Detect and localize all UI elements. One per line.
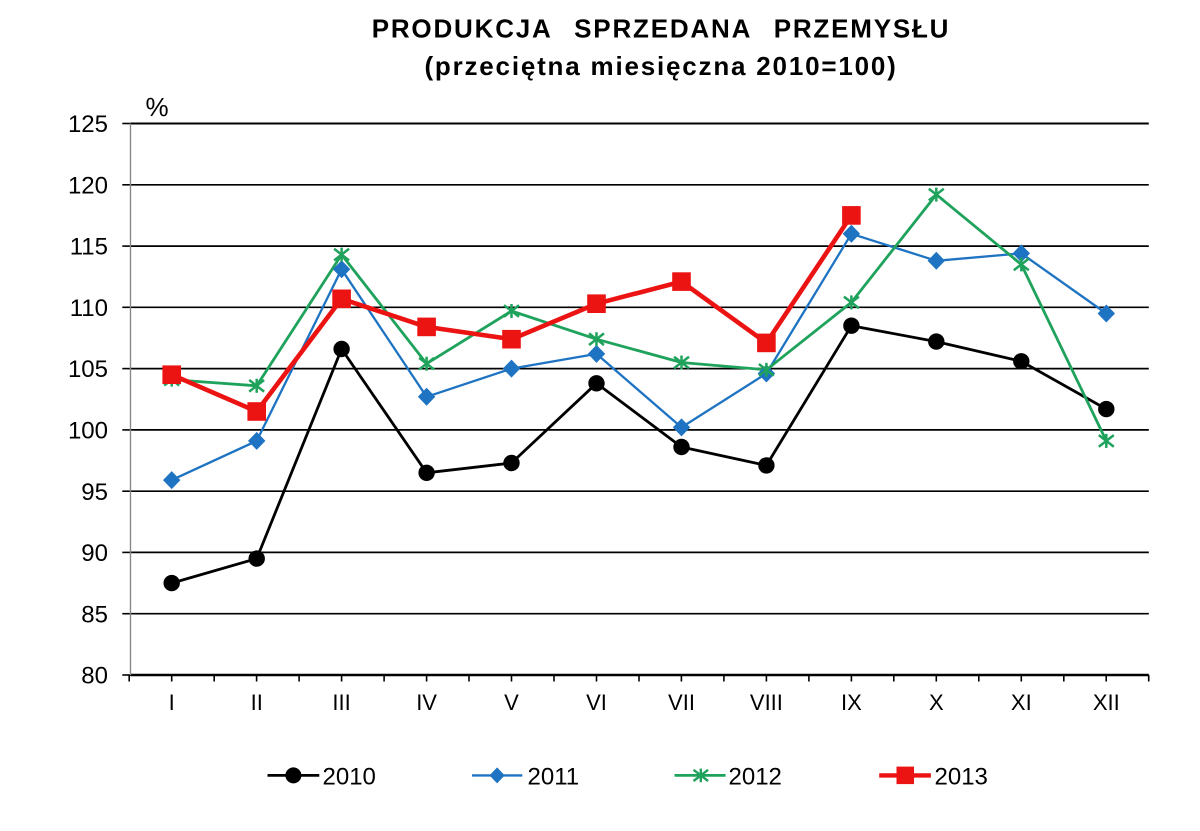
svg-text:IV: IV [416,690,437,715]
svg-text:105: 105 [68,356,108,383]
svg-text:PRODUKCJA SPRZEDANA PRZEMYSŁU: PRODUKCJA SPRZEDANA PRZEMYSŁU [372,14,951,44]
svg-text:2011: 2011 [528,764,580,791]
svg-text:80: 80 [81,663,108,690]
svg-text:120: 120 [68,172,108,199]
svg-text:X: X [929,690,944,715]
svg-text:V: V [504,690,519,715]
svg-text:IX: IX [841,690,862,715]
svg-text:2010: 2010 [323,764,376,791]
svg-text:%: % [146,92,169,122]
svg-text:III: III [332,690,350,715]
svg-text:115: 115 [70,234,108,261]
svg-text:90: 90 [81,540,108,567]
svg-text:125: 125 [68,111,108,138]
svg-text:XI: XI [1011,690,1032,715]
svg-text:XII: XII [1093,690,1120,715]
svg-text:VII: VII [668,690,695,715]
svg-text:95: 95 [81,479,108,506]
svg-text:(przeciętna miesięczna 2010=10: (przeciętna miesięczna 2010=100) [424,51,897,81]
svg-text:85: 85 [81,601,108,628]
svg-text:VIII: VIII [750,690,783,715]
svg-text:I: I [169,690,175,715]
svg-text:VI: VI [586,690,607,715]
svg-text:2013: 2013 [935,764,988,791]
svg-text:II: II [251,690,263,715]
svg-text:110: 110 [70,295,108,322]
svg-text:100: 100 [68,418,108,445]
svg-text:2012: 2012 [729,764,782,791]
